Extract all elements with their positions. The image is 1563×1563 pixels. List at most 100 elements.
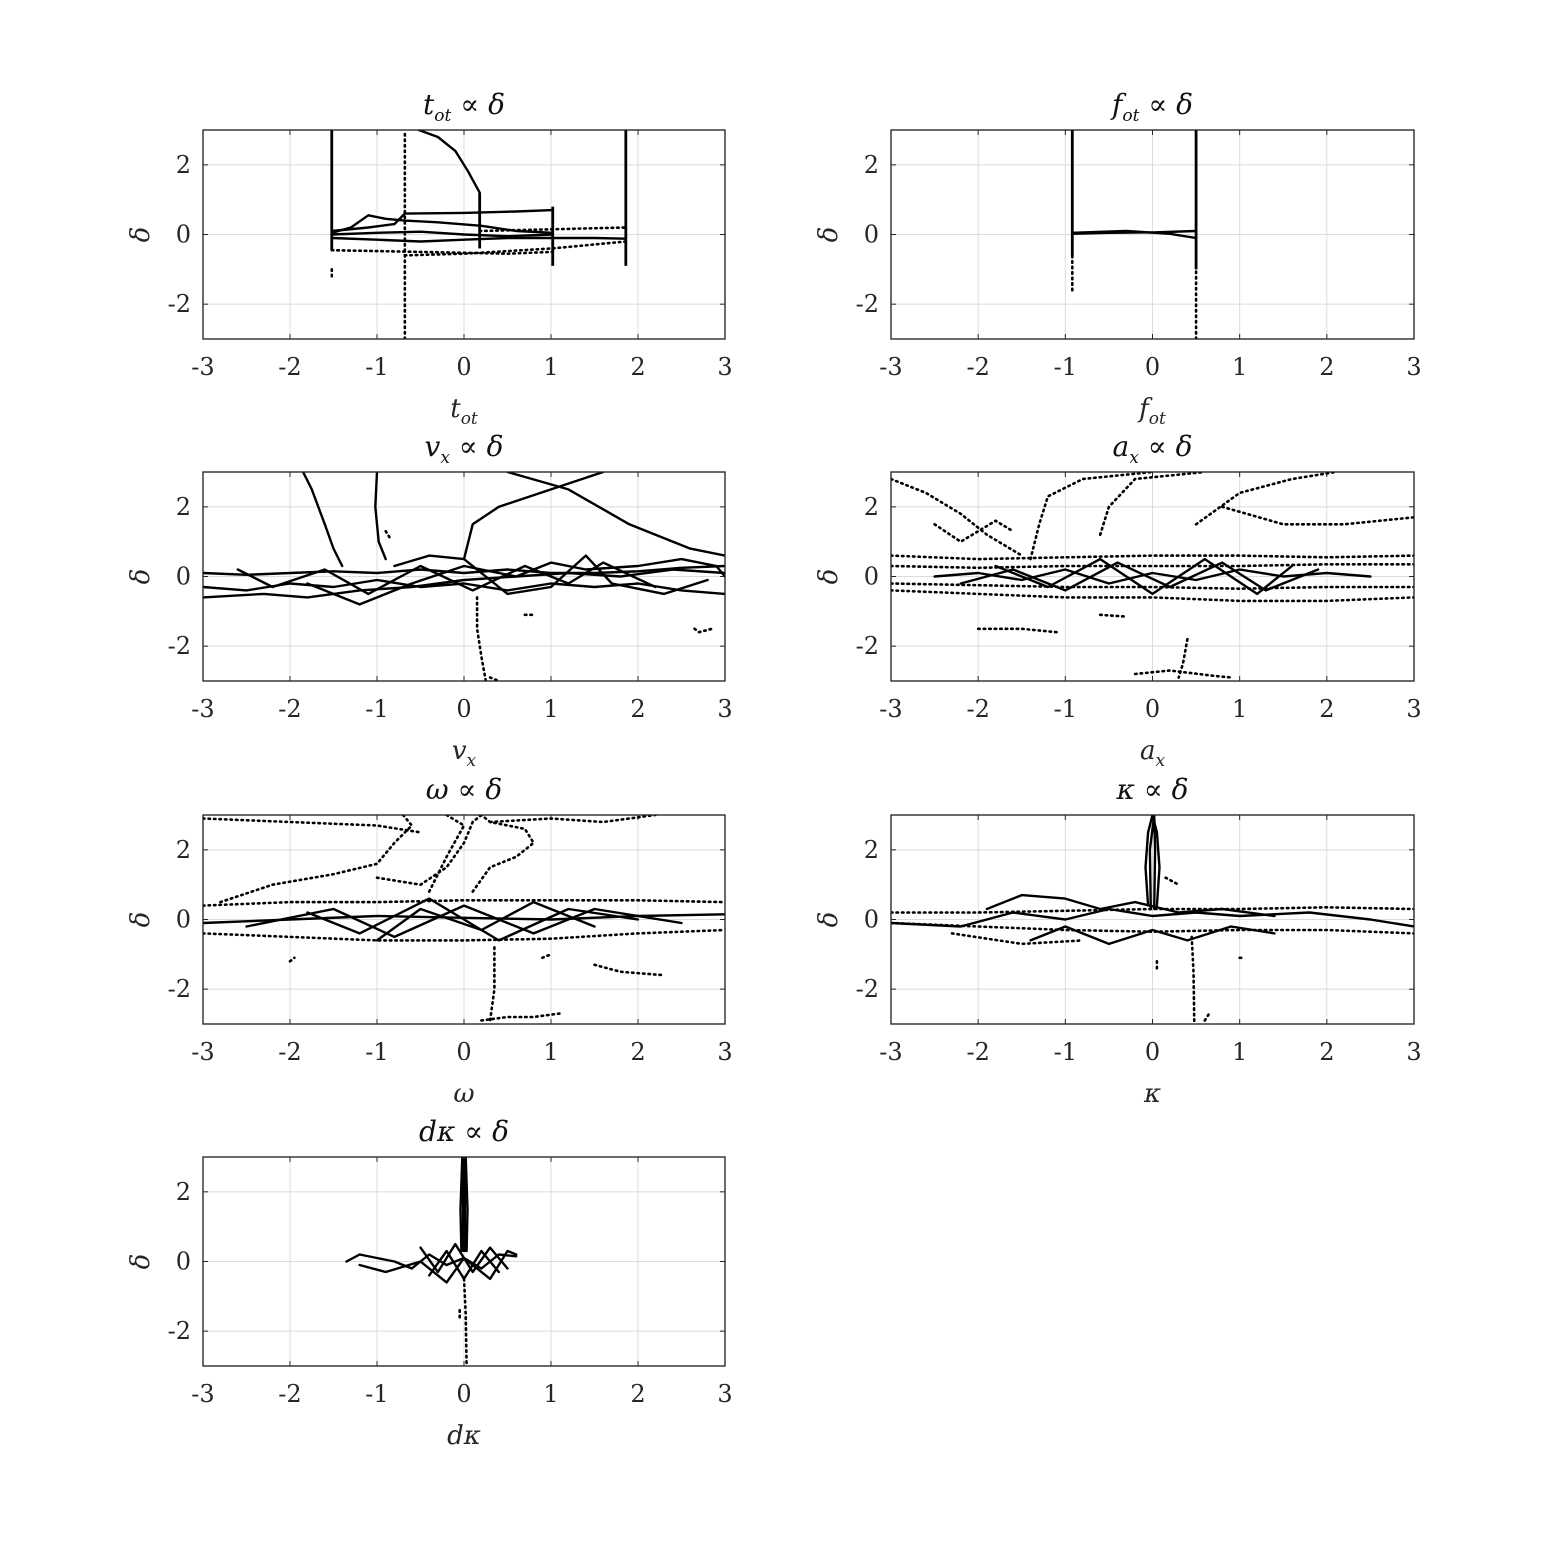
line-trace bbox=[203, 564, 725, 576]
line-trace bbox=[236, 561, 657, 596]
x-axis-label-sub: ot bbox=[1149, 409, 1166, 429]
x-tick-label: 2 bbox=[1319, 695, 1334, 723]
dotted-trace bbox=[330, 248, 554, 256]
line-trace bbox=[203, 568, 725, 599]
x-tick-label: 3 bbox=[1406, 353, 1421, 381]
line-trace bbox=[891, 907, 1414, 928]
dotted-trace bbox=[976, 627, 1058, 634]
dotted-trace bbox=[891, 554, 1414, 561]
dotted-trace bbox=[1203, 1012, 1211, 1022]
data-layer bbox=[203, 472, 725, 681]
plot-title: vx ∝ δ bbox=[424, 430, 503, 468]
line-trace bbox=[985, 893, 1276, 918]
dotted-trace bbox=[219, 815, 414, 904]
x-tick-label: 1 bbox=[543, 353, 558, 381]
x-tick-label: -2 bbox=[966, 353, 989, 381]
x-axis-label: ω bbox=[453, 1079, 474, 1109]
dotted-trace bbox=[427, 815, 466, 893]
x-tick-label: 1 bbox=[543, 1038, 558, 1066]
plot-title-rel: ∝ δ bbox=[449, 773, 503, 806]
x-tick-label: 3 bbox=[717, 353, 732, 381]
line-trace bbox=[306, 897, 640, 942]
line-trace bbox=[994, 557, 1294, 596]
x-tick-label: -1 bbox=[365, 1380, 388, 1408]
x-axis-label-main: κ bbox=[1143, 1079, 1161, 1109]
x-axis-label-sub: ot bbox=[461, 409, 478, 429]
plot-title-sub: ot bbox=[434, 106, 451, 126]
x-tick-label: -3 bbox=[191, 353, 214, 381]
plot-border bbox=[890, 814, 1415, 1025]
plot-title-rel: ∝ δ bbox=[450, 430, 504, 463]
dotted-trace bbox=[475, 596, 488, 681]
dotted-trace bbox=[375, 815, 483, 887]
dotted-trace bbox=[1164, 876, 1180, 886]
plot-title-sub: ot bbox=[1122, 106, 1139, 126]
line-trace bbox=[330, 208, 554, 233]
dotted-trace bbox=[891, 582, 1414, 591]
y-tick-label: -2 bbox=[168, 632, 191, 660]
x-tick-label: 2 bbox=[1319, 1038, 1334, 1066]
x-axis-label-sub: x bbox=[467, 751, 477, 771]
x-tick-label: 1 bbox=[1232, 353, 1247, 381]
line-trace bbox=[459, 1157, 469, 1253]
y-tick-label: 2 bbox=[176, 493, 191, 521]
plot-border bbox=[202, 129, 726, 340]
line-trace bbox=[933, 568, 1372, 585]
x-tick-label: 0 bbox=[456, 695, 471, 723]
line-trace bbox=[461, 1159, 467, 1253]
line-trace bbox=[358, 1249, 518, 1284]
plot-title-sub: x bbox=[440, 448, 450, 468]
x-tick-label: 3 bbox=[717, 1038, 732, 1066]
x-tick-label: -3 bbox=[879, 1038, 902, 1066]
y-axis-label: δ bbox=[126, 227, 156, 243]
data-layer bbox=[1070, 130, 1198, 339]
y-tick-label: 2 bbox=[176, 1178, 191, 1206]
x-tick-label: 2 bbox=[630, 695, 645, 723]
dotted-trace bbox=[462, 1277, 468, 1366]
plot-title-rel: ∝ δ bbox=[1139, 430, 1193, 463]
dotted-trace bbox=[1220, 505, 1414, 526]
y-tick-label: 0 bbox=[176, 221, 191, 249]
data-layer bbox=[330, 130, 628, 339]
dotted-trace bbox=[1098, 613, 1128, 618]
x-axis-label: fot bbox=[1137, 394, 1166, 429]
y-axis-label: δ bbox=[126, 569, 156, 585]
dotted-trace bbox=[488, 815, 657, 824]
x-tick-label: -3 bbox=[191, 1038, 214, 1066]
dotted-trace bbox=[480, 1012, 561, 1022]
y-tick-label: 0 bbox=[864, 221, 879, 249]
x-tick-label: -2 bbox=[278, 353, 301, 381]
x-tick-label: 1 bbox=[543, 695, 558, 723]
x-axis-label: κ bbox=[1143, 1079, 1161, 1109]
dotted-trace bbox=[1194, 472, 1337, 526]
line-trace bbox=[306, 557, 725, 606]
plot-title-main: ω bbox=[426, 773, 449, 806]
x-tick-label: -2 bbox=[966, 695, 989, 723]
x-tick-label: -2 bbox=[966, 1038, 989, 1066]
plot-border bbox=[890, 471, 1415, 682]
x-axis-label: vx bbox=[452, 736, 477, 771]
x-axis-label-main: t bbox=[450, 394, 461, 424]
y-tick-label: 2 bbox=[864, 493, 879, 521]
line-trace bbox=[1144, 815, 1161, 907]
x-tick-label: -1 bbox=[1054, 695, 1077, 723]
line-trace bbox=[1148, 815, 1157, 911]
dotted-trace bbox=[203, 928, 725, 942]
line-trace bbox=[959, 561, 1320, 592]
plot-title-rel: ∝ δ bbox=[1135, 773, 1189, 806]
x-axis-label: ax bbox=[1140, 736, 1166, 771]
plot-title-rel: ∝ δ bbox=[455, 1115, 509, 1148]
dotted-trace bbox=[488, 946, 496, 1022]
dotted-trace bbox=[891, 921, 1414, 935]
dotted-trace bbox=[693, 627, 714, 634]
x-tick-label: -3 bbox=[191, 1380, 214, 1408]
plot-title: tot ∝ δ bbox=[423, 88, 505, 126]
y-tick-label: -2 bbox=[168, 1317, 191, 1345]
dotted-trace bbox=[541, 953, 553, 960]
dotted-trace bbox=[384, 529, 392, 540]
x-tick-label: -1 bbox=[365, 695, 388, 723]
x-tick-label: 2 bbox=[630, 1380, 645, 1408]
